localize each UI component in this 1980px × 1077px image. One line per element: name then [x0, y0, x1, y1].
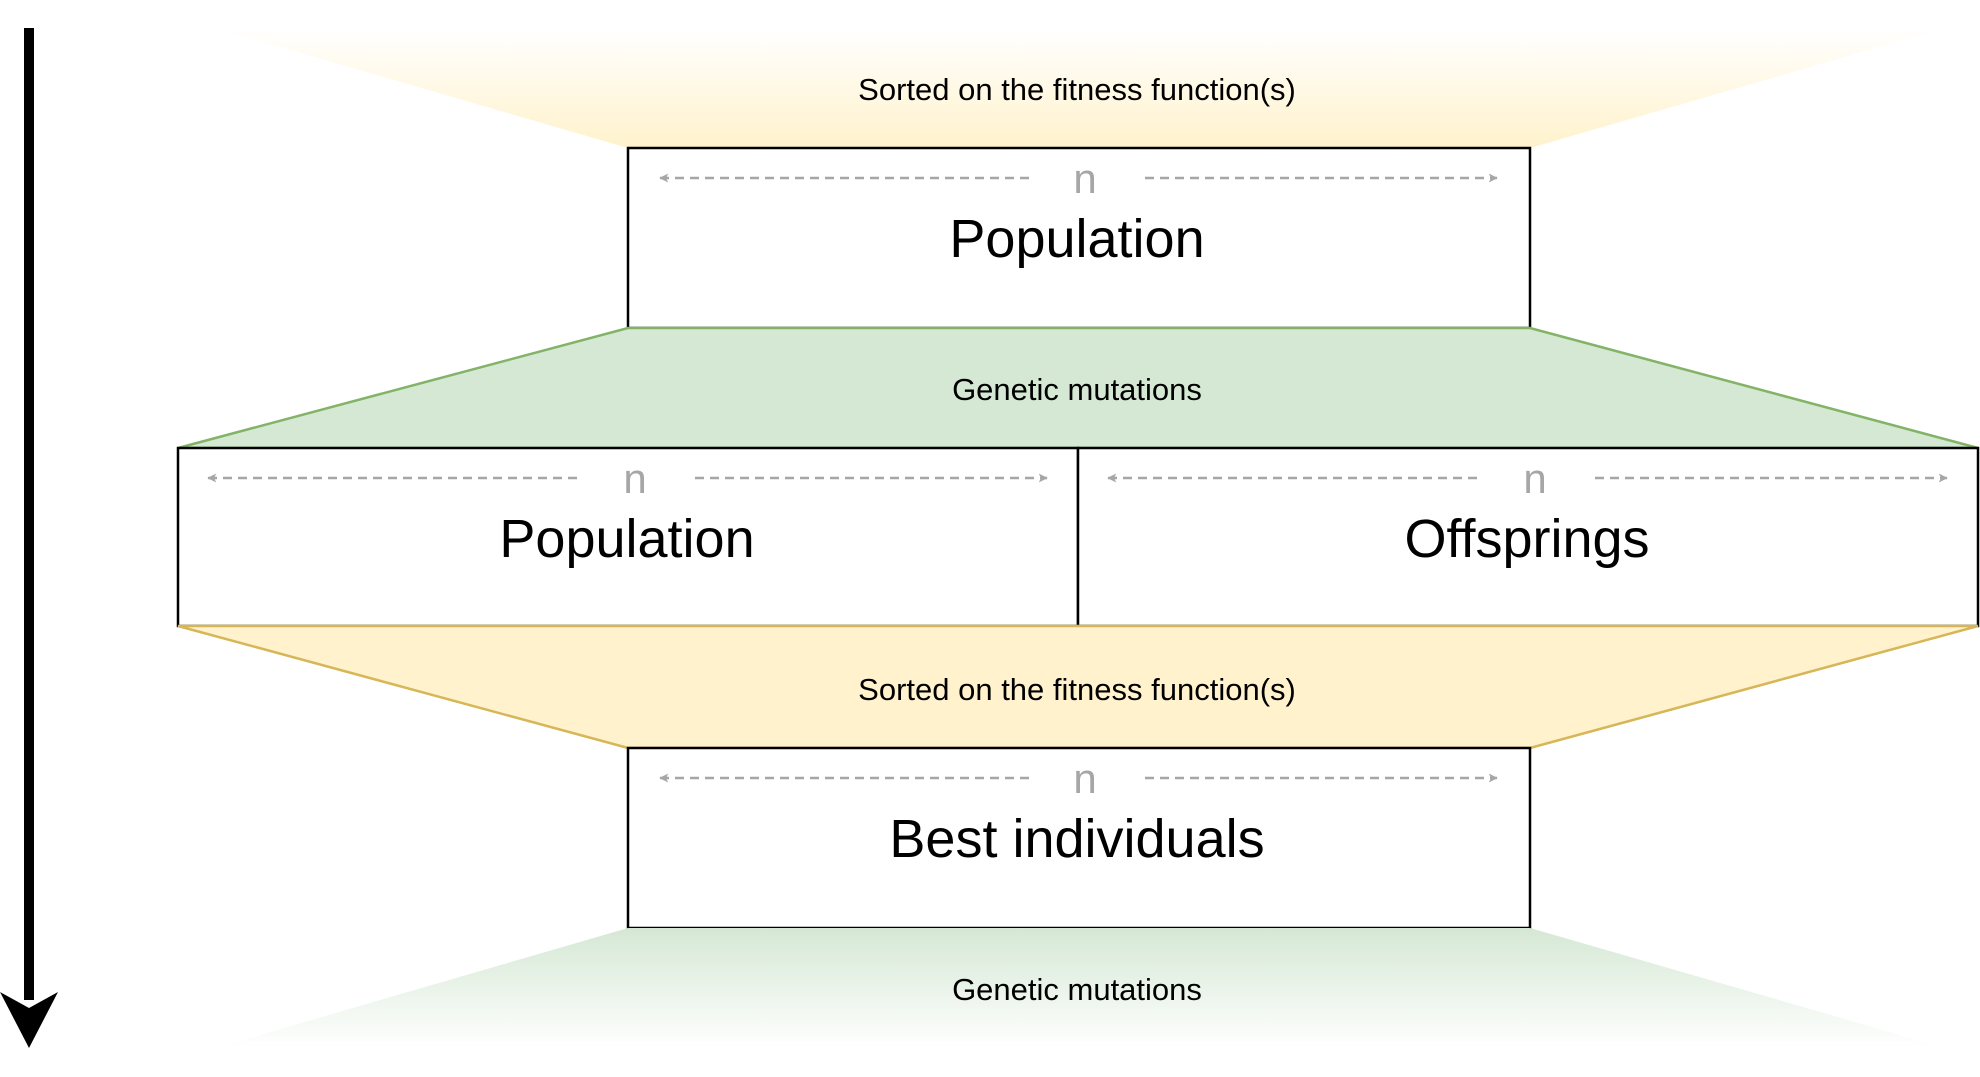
sort-band-top-label: Sorted on the fitness function(s) [858, 72, 1296, 107]
population-top-box: n Population [626, 146, 1532, 330]
population-top-label: Population [949, 209, 1204, 269]
sort-band-label: Sorted on the fitness function(s) [858, 672, 1296, 707]
population-top-n-label: n [1073, 155, 1096, 202]
best-individuals-box: n Best individuals [626, 746, 1532, 930]
population-left-n-label: n [623, 455, 646, 502]
population-left-label: Population [499, 509, 754, 569]
best-individuals-label: Best individuals [889, 809, 1264, 869]
mutation-band-label: Genetic mutations [952, 372, 1202, 407]
sort-band-top: Sorted on the fitness function(s) [215, 28, 1945, 148]
population-left-box: n Population [176, 446, 1080, 628]
best-individuals-n-label: n [1073, 755, 1096, 802]
arrow-down-icon [0, 28, 58, 1048]
mutation-band-bottom-label: Genetic mutations [952, 972, 1202, 1007]
offsprings-n-label: n [1523, 455, 1546, 502]
mutation-band-bottom: Genetic mutations [215, 928, 1945, 1048]
sort-band: Sorted on the fitness function(s) [177, 624, 1979, 750]
offsprings-box: n Offsprings [1076, 446, 1980, 628]
offsprings-label: Offsprings [1404, 509, 1649, 569]
mutation-band: Genetic mutations [177, 326, 1979, 450]
